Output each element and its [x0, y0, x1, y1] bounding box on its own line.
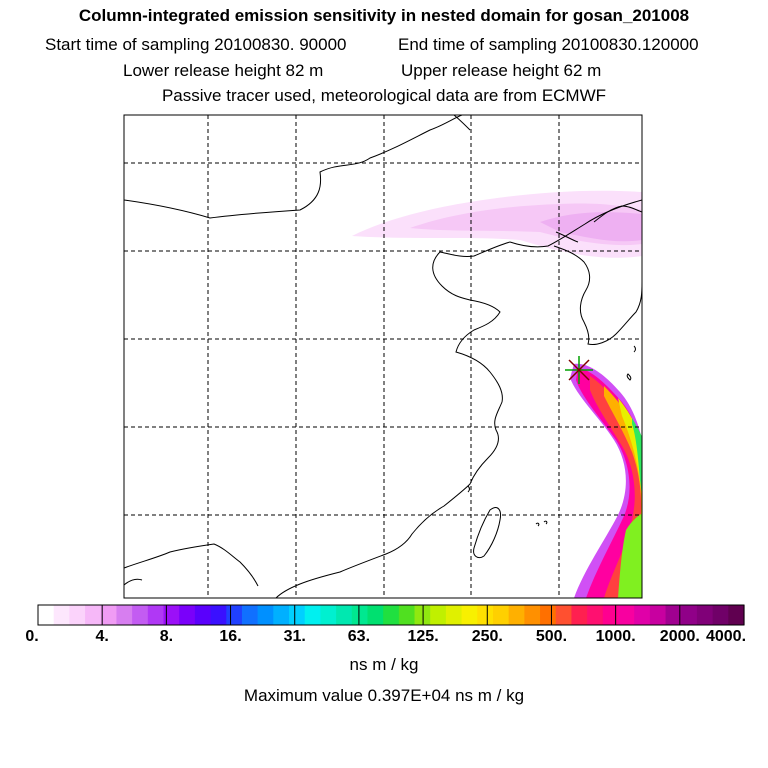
korea-northeast-coast	[593, 205, 642, 223]
tracer-note: Passive tracer used, meteorological data…	[161, 86, 607, 105]
plume-south-tail-green	[618, 513, 642, 598]
colorbar-cell	[461, 605, 478, 625]
colorbar-cell	[665, 605, 682, 625]
colorbar-cell	[273, 605, 290, 625]
colorbar-cell	[540, 605, 557, 625]
colorbar-cell	[398, 605, 416, 625]
colorbar-cell	[445, 605, 463, 625]
colorbar-cell	[194, 605, 212, 625]
colorbar-cell	[728, 605, 745, 625]
colorbar-cell	[289, 605, 306, 625]
colorbar-cell	[634, 605, 651, 625]
colorbar-cell	[681, 605, 698, 625]
colorbar-cell	[649, 605, 667, 625]
graticule	[124, 115, 642, 598]
colorbar-tick-label: 2000.	[659, 628, 700, 645]
china-southwest-border	[124, 543, 259, 587]
colorbar-cell	[226, 605, 243, 625]
colorbar-cell	[257, 605, 274, 625]
colorbar-units: ns m / kg	[349, 655, 419, 674]
plume-south-core-yellow	[618, 398, 642, 598]
china-south-border	[124, 578, 143, 586]
colorbar-tick-label: 4000.	[705, 628, 747, 645]
colorbar-cell	[132, 605, 149, 625]
colorbar-tick-label: 1000.	[595, 628, 636, 645]
colorbar-cell	[38, 605, 55, 625]
colorbar-cell	[524, 605, 541, 625]
border-northeast	[453, 115, 471, 131]
colorbar-dividers	[101, 605, 681, 625]
colorbar-tick-label: 125.	[407, 628, 439, 645]
colorbar-cells	[38, 605, 745, 625]
colorbar-cell	[712, 605, 729, 625]
colorbar-cell	[618, 605, 635, 625]
colorbar-tick-label: 4.	[95, 628, 109, 645]
plume-north-inner	[540, 212, 642, 242]
colorbar-cell	[69, 605, 86, 625]
map-frame	[123, 114, 643, 599]
colorbar-cell	[100, 605, 118, 625]
colorbar-cell	[241, 605, 259, 625]
colorbar-cell	[696, 605, 714, 625]
small-island-3	[467, 485, 470, 493]
colorbar-cell	[320, 605, 337, 625]
colorbar-cell	[163, 605, 180, 625]
colorbar-tick-label: 31.	[283, 628, 306, 645]
colorbar-cell	[116, 605, 133, 625]
colorbar-cell	[53, 605, 70, 625]
small-island-2	[543, 520, 548, 525]
colorbar-tick-label: 16.	[219, 628, 242, 645]
colorbar-cell	[477, 605, 494, 625]
colorbar-cell	[304, 605, 321, 625]
colorbar-tick-label: 500.	[535, 628, 568, 645]
start-time-text: Start time of sampling 20100830. 90000	[45, 35, 347, 54]
colorbar-cell	[85, 605, 102, 625]
japan-island-1	[626, 373, 632, 381]
japan-island-2	[633, 345, 636, 353]
colorbar-frame	[37, 604, 745, 626]
end-time-text: End time of sampling 20100830.120000	[398, 35, 699, 54]
colorbar-cell	[383, 605, 400, 625]
plot-title: Column-integrated emission sensitivity i…	[78, 6, 690, 25]
colorbar-cell	[602, 605, 620, 625]
taiwan-island	[473, 507, 501, 559]
colorbar-cell	[147, 605, 165, 625]
colorbar-cell	[210, 605, 227, 625]
colorbar-tick-label: 0.	[25, 628, 39, 645]
colorbar-cell	[555, 605, 573, 625]
colorbar-cell	[587, 605, 604, 625]
lower-height-text: Lower release height 82 m	[123, 61, 324, 80]
colorbar-cell	[508, 605, 525, 625]
korea-north-border	[555, 231, 579, 243]
colorbar-tick-label: 250.	[471, 628, 503, 645]
colorbar-cell	[492, 605, 510, 625]
coastlines	[124, 115, 642, 598]
maximum-value-text: Maximum value 0.397E+04 ns m / kg	[243, 686, 525, 705]
korean-peninsula	[553, 245, 642, 345]
colorbar-tick-label: 63.	[347, 628, 371, 645]
receptor-marker	[565, 356, 593, 384]
china-east-coast	[275, 241, 511, 598]
colorbar-cell	[571, 605, 588, 625]
colorbar-cell	[351, 605, 369, 625]
china-mongolia-border	[124, 115, 463, 219]
plume-south-core-green	[632, 418, 642, 598]
small-island-1	[535, 522, 540, 527]
upper-height-text: Upper release height 62 m	[401, 61, 602, 80]
colorbar-cell	[336, 605, 353, 625]
sensitivity-field	[352, 190, 642, 598]
colorbar-cell	[179, 605, 196, 625]
colorbar-tick-label: 8.	[159, 628, 174, 645]
colorbar-cell	[430, 605, 447, 625]
colorbar-cell	[367, 605, 384, 625]
